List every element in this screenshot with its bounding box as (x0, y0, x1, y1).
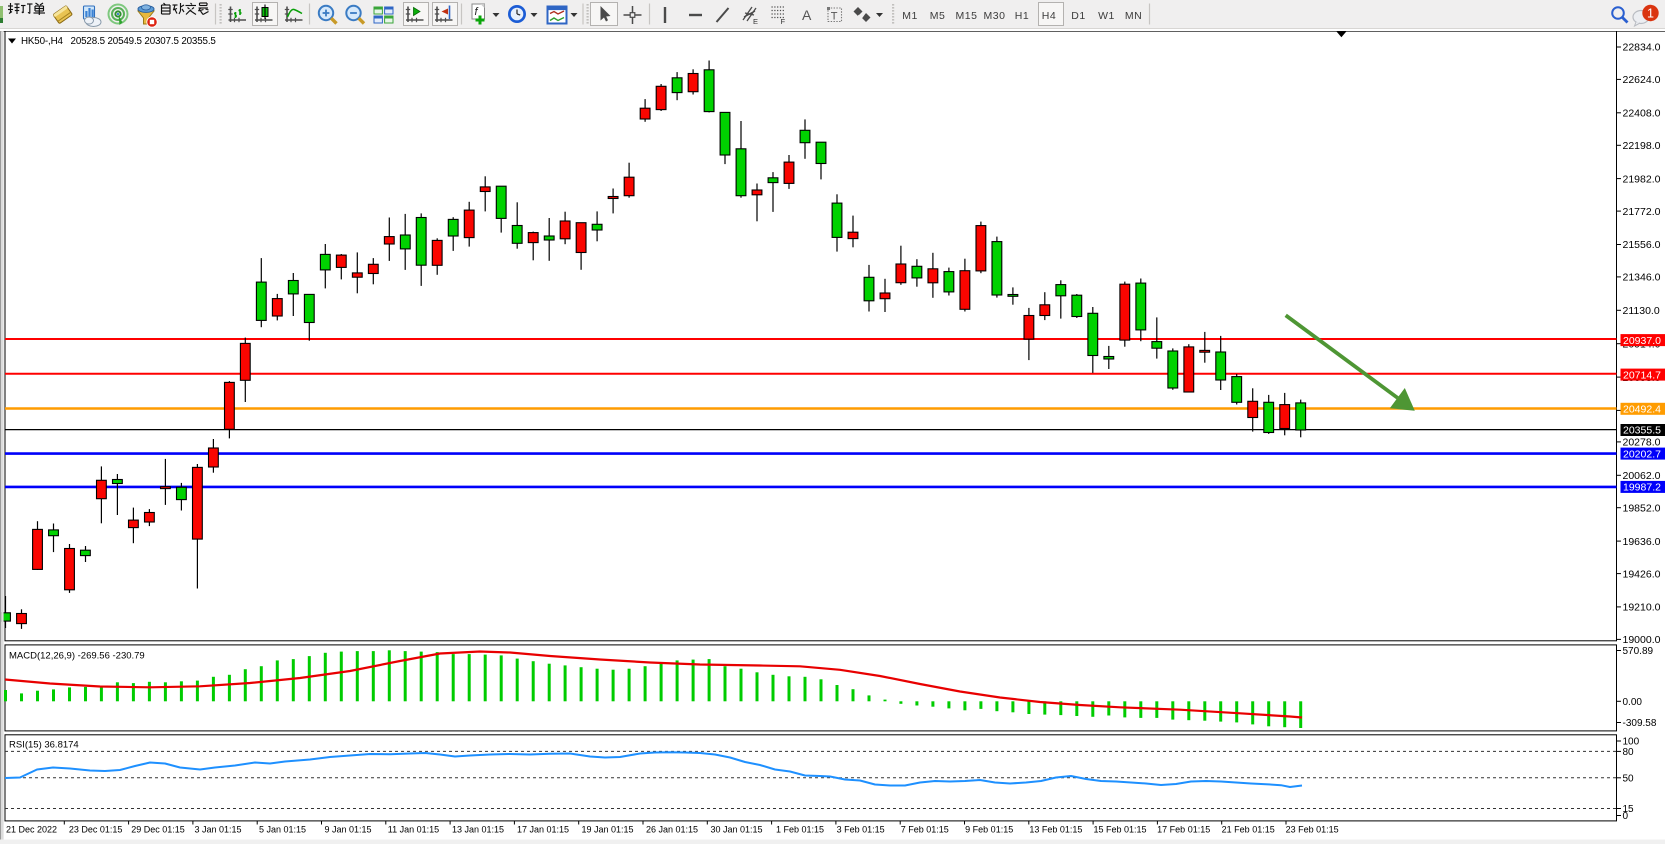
svg-text:20355.5: 20355.5 (1623, 425, 1661, 437)
svg-text:21 Dec 2022: 21 Dec 2022 (6, 825, 57, 835)
svg-text:29 Dec 01:15: 29 Dec 01:15 (131, 825, 185, 835)
svg-text:M5: M5 (930, 10, 946, 22)
svg-text:17 Feb 01:15: 17 Feb 01:15 (1157, 825, 1210, 835)
svg-text:22198.0: 22198.0 (1623, 140, 1661, 152)
svg-text:19636.0: 19636.0 (1623, 536, 1661, 548)
svg-text:1: 1 (1647, 6, 1654, 20)
svg-text:19987.2: 19987.2 (1623, 482, 1661, 494)
svg-text:30 Jan 01:15: 30 Jan 01:15 (710, 825, 762, 835)
svg-text:22624.0: 22624.0 (1623, 74, 1661, 86)
svg-text:M30: M30 (984, 10, 1006, 22)
svg-text:19852.0: 19852.0 (1623, 502, 1661, 514)
svg-text:11 Jan 01:15: 11 Jan 01:15 (388, 825, 439, 835)
svg-text:21772.0: 21772.0 (1623, 206, 1661, 218)
svg-text:13 Jan 01:15: 13 Jan 01:15 (452, 825, 504, 835)
svg-text:15 Feb 01:15: 15 Feb 01:15 (1093, 825, 1146, 835)
svg-text:MACD(12,26,9) -269.56 -230.79: MACD(12,26,9) -269.56 -230.79 (9, 651, 145, 662)
svg-text:M1: M1 (902, 10, 918, 22)
svg-text:19000.0: 19000.0 (1623, 634, 1661, 646)
svg-text:9 Feb 01:15: 9 Feb 01:15 (965, 825, 1013, 835)
svg-text:20278.0: 20278.0 (1623, 437, 1661, 449)
svg-text:-309.58: -309.58 (1623, 718, 1657, 729)
svg-text:9 Jan 01:15: 9 Jan 01:15 (324, 825, 371, 835)
svg-text:13 Feb 01:15: 13 Feb 01:15 (1029, 825, 1082, 835)
svg-text:50: 50 (1623, 774, 1635, 785)
svg-text:F: F (781, 17, 786, 26)
svg-text:15: 15 (1623, 804, 1635, 815)
svg-text:22834.0: 22834.0 (1623, 42, 1661, 54)
svg-text:21346.0: 21346.0 (1623, 272, 1661, 284)
svg-text:T: T (831, 11, 838, 23)
svg-text:5 Jan 01:15: 5 Jan 01:15 (259, 825, 306, 835)
svg-text:17 Jan 01:15: 17 Jan 01:15 (517, 825, 569, 835)
svg-text:23 Dec 01:15: 23 Dec 01:15 (69, 825, 123, 835)
svg-text:RSI(15) 36.8174: RSI(15) 36.8174 (9, 740, 79, 751)
svg-text:A: A (802, 7, 812, 23)
svg-text:20937.0: 20937.0 (1623, 335, 1661, 347)
svg-text:1 Feb 01:15: 1 Feb 01:15 (776, 825, 824, 835)
svg-text:21130.0: 21130.0 (1623, 305, 1660, 317)
svg-text:20492.4: 20492.4 (1623, 404, 1661, 416)
svg-text:80: 80 (1623, 747, 1635, 758)
svg-text:3 Jan 01:15: 3 Jan 01:15 (194, 825, 241, 835)
svg-text:D1: D1 (1071, 10, 1085, 22)
svg-text:H1: H1 (1015, 10, 1029, 22)
svg-text:100: 100 (1623, 737, 1640, 748)
svg-text:7 Feb 01:15: 7 Feb 01:15 (901, 825, 949, 835)
svg-text:26 Jan 01:15: 26 Jan 01:15 (646, 825, 698, 835)
svg-text:0.00: 0.00 (1623, 697, 1643, 708)
svg-text:MN: MN (1125, 10, 1142, 22)
svg-text:21982.0: 21982.0 (1623, 173, 1661, 185)
svg-text:19210.0: 19210.0 (1623, 602, 1661, 614)
svg-text:M15: M15 (956, 10, 978, 22)
svg-text:HK50-,H4 20528.5 20549.5 203: HK50-,H4 20528.5 20549.5 20307.5 20355.5 (21, 36, 216, 47)
svg-text:20062.0: 20062.0 (1623, 470, 1661, 482)
svg-text:20202.7: 20202.7 (1623, 448, 1661, 460)
svg-text:21556.0: 21556.0 (1623, 239, 1661, 251)
svg-text:23 Feb 01:15: 23 Feb 01:15 (1286, 825, 1339, 835)
svg-text:570.89: 570.89 (1623, 646, 1654, 657)
svg-text:19426.0: 19426.0 (1623, 568, 1661, 580)
svg-text:0: 0 (1623, 811, 1629, 822)
svg-text:22408.0: 22408.0 (1623, 108, 1661, 120)
svg-text:20714.7: 20714.7 (1623, 369, 1661, 381)
svg-text:3 Feb 01:15: 3 Feb 01:15 (837, 825, 885, 835)
svg-text:f: f (475, 6, 479, 18)
svg-text:21 Feb 01:15: 21 Feb 01:15 (1222, 825, 1275, 835)
svg-text:W1: W1 (1098, 10, 1115, 22)
svg-text:E: E (753, 17, 758, 26)
svg-text:H4: H4 (1042, 10, 1056, 22)
svg-text:19 Jan 01:15: 19 Jan 01:15 (581, 825, 633, 835)
